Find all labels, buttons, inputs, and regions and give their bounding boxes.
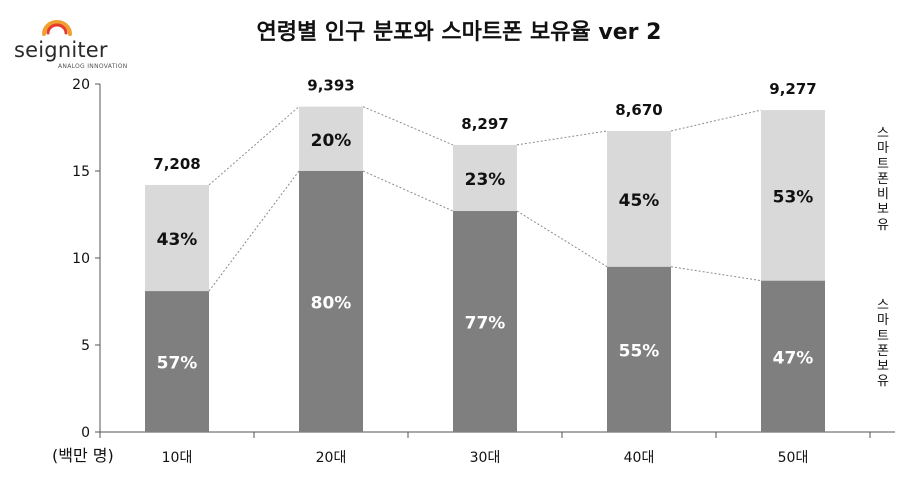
- bar-nonowner: [761, 110, 825, 281]
- y-tick-label: 10: [72, 251, 90, 267]
- owner-percent-label: 57%: [157, 354, 198, 374]
- bar-group: [145, 106, 825, 432]
- connector-top: [670, 109, 762, 132]
- nonowner-percent-label: 20%: [311, 131, 352, 151]
- brand-logo: seigniter ANALOG INNOVATION: [8, 14, 138, 70]
- bar-owner: [299, 171, 363, 432]
- chart-title: 연령별 인구 분포와 스마트폰 보유율 ver 2: [256, 20, 662, 45]
- bar-nonowner: [299, 106, 363, 171]
- y-tick-label: 15: [72, 164, 90, 180]
- x-tick-label: 50대: [778, 450, 809, 466]
- legend-nonowner: 스마트폰비보유: [877, 126, 889, 233]
- total-label: 8,297: [461, 115, 508, 133]
- y-tick-label: 5: [81, 338, 90, 354]
- x-tick-label: 30대: [470, 450, 501, 466]
- connector-top: [208, 106, 300, 186]
- bar-owner: [761, 280, 825, 432]
- x-tick-label: 10대: [162, 450, 193, 466]
- logo-wordmark: seigniter: [14, 38, 108, 62]
- logo-tagline: ANALOG INNOVATION: [58, 63, 128, 70]
- connector-lines: [208, 106, 762, 292]
- connector-top: [362, 106, 454, 146]
- connector-mid: [208, 170, 300, 292]
- total-label: 9,277: [769, 80, 816, 98]
- x-tick-label: 40대: [624, 450, 655, 466]
- bar-nonowner: [607, 130, 671, 267]
- connector-mid: [670, 266, 762, 282]
- bar-nonowner: [453, 144, 517, 212]
- legend-owner: 스마트폰보유: [877, 298, 889, 390]
- owner-percent-label: 47%: [773, 348, 814, 368]
- bar-owner: [145, 291, 209, 432]
- bar-owner: [453, 211, 517, 432]
- nonowner-percent-label: 53%: [773, 187, 814, 207]
- y-tick-label: 0: [81, 425, 90, 441]
- connector-top: [516, 130, 608, 146]
- nonowner-percent-label: 43%: [157, 230, 198, 250]
- owner-percent-label: 80%: [311, 294, 352, 314]
- bar-owner: [607, 266, 671, 432]
- total-label: 8,670: [615, 101, 662, 119]
- y-tick-label: 20: [72, 77, 90, 93]
- unit-label: (백만 명): [52, 446, 114, 465]
- owner-percent-label: 55%: [619, 341, 660, 361]
- bar-nonowner: [145, 184, 209, 292]
- total-label: 9,393: [307, 77, 354, 95]
- logo-arc-icon: [42, 20, 72, 36]
- x-tick-label: 20대: [316, 450, 347, 466]
- connector-mid: [516, 210, 608, 268]
- nonowner-percent-label: 23%: [465, 170, 506, 190]
- total-label: 7,208: [153, 155, 200, 173]
- nonowner-percent-label: 45%: [619, 191, 660, 211]
- owner-percent-label: 77%: [465, 314, 506, 334]
- connector-mid: [362, 170, 454, 212]
- label-group: 57% 43% 7,208 80% 20% 9,393 77% 23% 8,297 55% 45% 8…: [153, 77, 816, 374]
